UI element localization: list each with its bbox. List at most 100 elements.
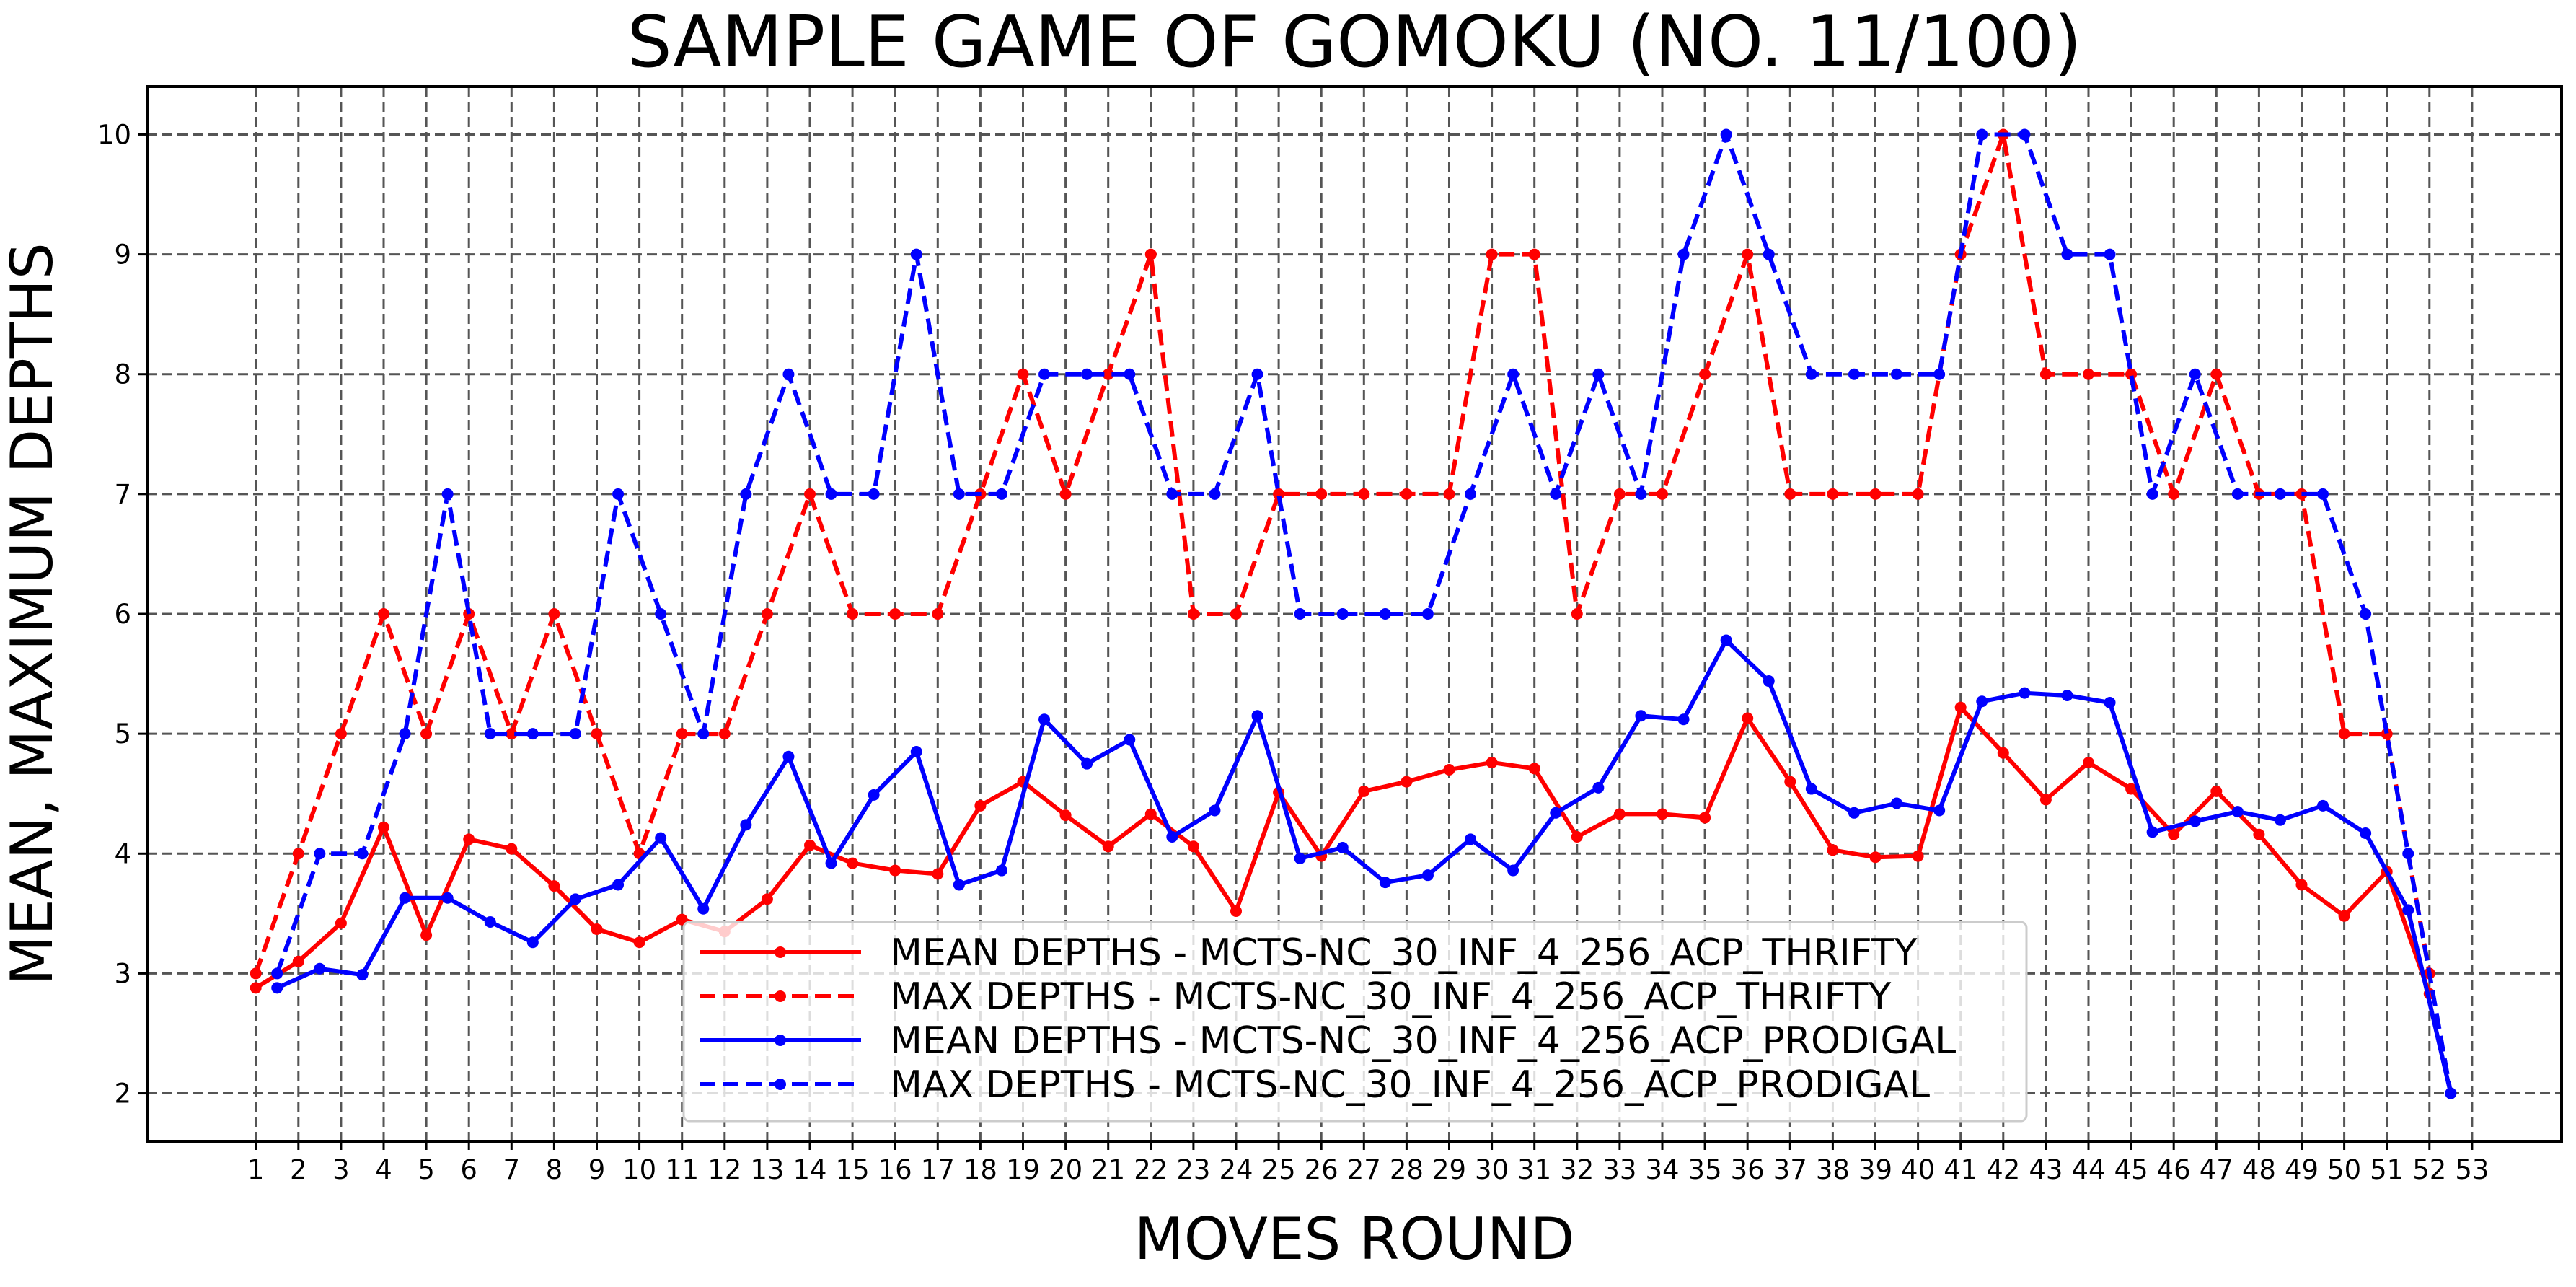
data-point xyxy=(1613,488,1626,500)
data-point xyxy=(441,892,454,904)
data-point xyxy=(2168,828,2180,840)
data-point xyxy=(1848,807,1860,819)
data-point xyxy=(506,843,518,855)
data-point xyxy=(676,913,688,926)
data-point xyxy=(697,728,710,740)
x-tick-label: 51 xyxy=(2370,1154,2404,1185)
data-point xyxy=(1336,608,1349,620)
x-tick-label: 8 xyxy=(546,1154,563,1185)
data-point xyxy=(2274,488,2286,500)
data-point xyxy=(1081,757,1093,770)
data-point xyxy=(740,488,752,500)
series-2 xyxy=(250,128,2435,980)
data-point xyxy=(868,789,880,801)
legend-box xyxy=(682,921,2028,1123)
data-point xyxy=(1358,785,1370,797)
data-point xyxy=(569,893,581,905)
data-point xyxy=(2125,783,2138,795)
legend-marker xyxy=(775,990,786,1002)
data-point xyxy=(740,819,752,831)
x-tick-label: 25 xyxy=(1262,1154,1296,1185)
data-point xyxy=(1912,488,1924,500)
data-point xyxy=(484,728,496,740)
data-point xyxy=(1805,368,1817,380)
data-point xyxy=(548,880,560,892)
x-tick-label: 33 xyxy=(1602,1154,1636,1185)
data-point xyxy=(1933,368,1946,380)
data-point xyxy=(314,962,326,975)
y-tick-label: 9 xyxy=(114,240,131,271)
data-point xyxy=(1869,488,1882,500)
data-point xyxy=(335,917,347,929)
x-tick-label: 35 xyxy=(1688,1154,1722,1185)
data-point xyxy=(2039,368,2052,380)
data-point xyxy=(2402,904,2414,916)
data-point xyxy=(633,936,645,949)
data-point xyxy=(2360,608,2372,620)
x-tick-label: 27 xyxy=(1347,1154,1381,1185)
data-point xyxy=(2360,827,2372,840)
data-point xyxy=(271,982,283,994)
x-tick-label: 4 xyxy=(375,1154,392,1185)
x-tick-label: 46 xyxy=(2157,1154,2191,1185)
x-tick-label: 44 xyxy=(2071,1154,2105,1185)
x-tick-label: 24 xyxy=(1219,1154,1253,1185)
x-tick-label: 20 xyxy=(1049,1154,1082,1185)
data-point xyxy=(1550,807,1562,819)
data-point xyxy=(1656,488,1668,500)
data-point xyxy=(1144,808,1157,820)
data-point xyxy=(1401,776,1413,788)
data-point xyxy=(526,936,539,949)
x-tick-label: 22 xyxy=(1134,1154,1168,1185)
data-point xyxy=(399,892,411,904)
data-point xyxy=(250,982,262,994)
legend-label: MEAN DEPTHS - MCTS-NC_30_INF_4_256_ACP_T… xyxy=(890,931,1918,975)
x-axis-label: MOVES ROUND xyxy=(1134,1205,1575,1273)
x-tick-label: 14 xyxy=(793,1154,826,1185)
data-point xyxy=(1421,869,1434,882)
y-tick-label: 8 xyxy=(114,359,131,390)
data-point xyxy=(1209,804,1221,817)
data-point xyxy=(378,821,390,833)
data-point xyxy=(1273,488,1285,500)
data-point xyxy=(995,864,1007,877)
x-tick-label: 31 xyxy=(1517,1154,1551,1185)
data-point xyxy=(1379,608,1391,620)
y-axis-label: MEAN, MAXIMUM DEPTHS xyxy=(0,242,66,985)
x-tick-label: 9 xyxy=(588,1154,606,1185)
data-point xyxy=(1784,488,1796,500)
data-point xyxy=(2189,815,2201,827)
data-point xyxy=(1379,877,1391,889)
x-tick-label: 39 xyxy=(1858,1154,1892,1185)
data-point xyxy=(1656,808,1668,820)
data-point xyxy=(2338,728,2350,740)
data-point xyxy=(1486,248,1498,260)
x-tick-label: 50 xyxy=(2327,1154,2361,1185)
x-tick-label: 28 xyxy=(1390,1154,1424,1185)
data-point xyxy=(761,608,773,620)
data-point xyxy=(2104,696,2116,708)
y-tick-label: 6 xyxy=(114,599,131,630)
data-point xyxy=(782,750,795,763)
x-tick-label: 12 xyxy=(707,1154,741,1185)
data-point xyxy=(825,857,837,869)
data-point xyxy=(1635,710,1647,722)
y-tick-label: 4 xyxy=(114,838,131,869)
data-point xyxy=(2402,848,2414,860)
data-point xyxy=(2019,687,2031,699)
y-tick-label: 3 xyxy=(114,958,131,989)
x-tick-label: 10 xyxy=(622,1154,656,1185)
y-tick-label: 10 xyxy=(97,119,131,150)
data-point xyxy=(292,848,304,860)
data-point xyxy=(782,368,795,380)
data-point xyxy=(1166,831,1178,843)
data-point xyxy=(591,923,603,935)
data-point xyxy=(825,488,837,500)
legend-item: MEAN DEPTHS - MCTS-NC_30_INF_4_256_ACP_P… xyxy=(700,1019,1956,1063)
data-point xyxy=(1805,783,1817,795)
data-point xyxy=(2168,488,2180,500)
data-point xyxy=(953,879,965,891)
data-point xyxy=(697,902,710,915)
data-point xyxy=(463,833,475,845)
data-point xyxy=(1976,128,1988,141)
